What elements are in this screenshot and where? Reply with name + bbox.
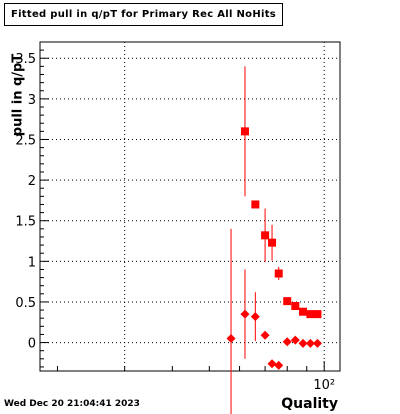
square-marker [261,231,270,240]
square-marker [283,297,292,306]
diamond-marker [305,338,315,348]
square-marker [240,127,249,136]
x-axis-label: Quality [281,396,338,412]
y-tick-label: 1 [28,255,36,270]
y-tick-label: 3.5 [15,52,36,67]
diamond-marker [260,330,270,340]
square-marker [313,310,322,319]
square-marker [299,307,308,316]
diamond-marker [312,338,322,348]
square-marker [306,310,315,319]
diamond-marker [250,312,260,322]
diamond-marker [290,335,300,345]
square-marker [274,269,283,278]
plot-frame [39,41,341,372]
square-marker [268,238,277,247]
chart-title-box: Fitted pull in q/pT for Primary Rec All … [4,3,283,26]
diamond-marker [274,360,284,370]
chart-title: Fitted pull in q/pT for Primary Rec All … [10,9,277,20]
diamond-marker [267,359,277,369]
y-tick-label: 2.5 [15,133,36,148]
y-tick-label: 3 [28,93,36,108]
x-tick-label: 10² [313,378,335,393]
diamond-marker [282,337,292,347]
diamond-marker [240,309,250,319]
square-marker [251,200,260,209]
y-tick-label: 2 [28,174,36,189]
y-tick-label: 0.5 [15,296,36,311]
y-tick-label: 0 [28,337,36,352]
diamond-marker [226,334,236,344]
timestamp: Wed Dec 20 21:04:41 2023 [4,399,140,409]
y-tick-label: 1.5 [15,215,36,230]
square-marker [291,302,300,311]
diamond-marker [298,338,308,348]
